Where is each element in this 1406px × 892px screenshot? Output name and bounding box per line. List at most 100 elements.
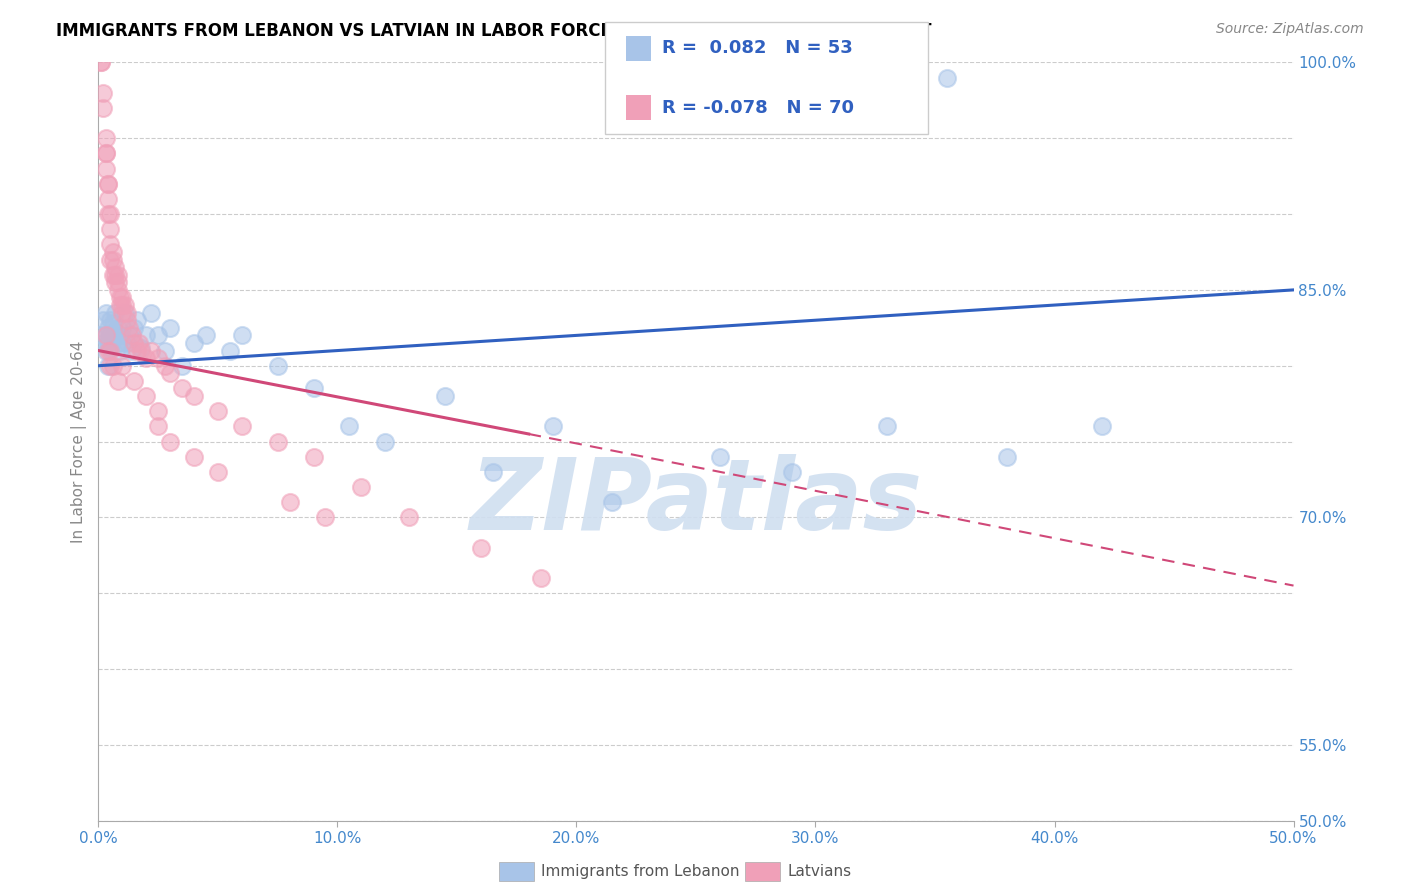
Point xyxy=(94,306,117,320)
Point xyxy=(108,291,131,305)
Point xyxy=(97,343,120,358)
Point xyxy=(183,336,205,351)
Text: Immigrants from Lebanon: Immigrants from Lebanon xyxy=(541,864,740,879)
Point xyxy=(278,495,301,509)
Point xyxy=(114,298,136,312)
Point xyxy=(98,328,122,343)
Text: R =  0.082   N = 53: R = 0.082 N = 53 xyxy=(662,39,853,57)
Text: Source: ZipAtlas.com: Source: ZipAtlas.com xyxy=(1216,22,1364,37)
Point xyxy=(115,306,138,320)
Point xyxy=(97,336,120,351)
Point xyxy=(91,313,114,327)
Point xyxy=(183,389,205,403)
Point xyxy=(104,306,127,320)
Point xyxy=(172,382,194,396)
Point xyxy=(118,328,141,343)
Point xyxy=(94,161,117,176)
Point xyxy=(114,306,136,320)
Point xyxy=(115,313,138,327)
Point xyxy=(135,351,157,365)
Point xyxy=(530,571,553,585)
Point xyxy=(94,131,117,145)
Point xyxy=(267,359,290,373)
Point xyxy=(98,313,122,327)
Point xyxy=(101,316,124,330)
Point xyxy=(121,343,143,358)
Point xyxy=(139,343,162,358)
Point xyxy=(111,291,134,305)
Point xyxy=(159,321,181,335)
Point xyxy=(124,336,146,351)
Point xyxy=(231,328,253,343)
Text: IMMIGRANTS FROM LEBANON VS LATVIAN IN LABOR FORCE | AGE 20-64 CORRELATION CHART: IMMIGRANTS FROM LEBANON VS LATVIAN IN LA… xyxy=(56,22,932,40)
Point xyxy=(97,207,120,221)
Point xyxy=(434,389,457,403)
Point xyxy=(101,244,124,259)
Text: R = -0.078   N = 70: R = -0.078 N = 70 xyxy=(662,99,855,117)
Point xyxy=(101,252,124,267)
Point xyxy=(94,328,117,343)
Point xyxy=(470,541,492,555)
Point xyxy=(94,343,117,358)
Point xyxy=(97,321,120,335)
Point xyxy=(104,326,127,340)
Point xyxy=(207,404,229,418)
Point xyxy=(104,260,127,274)
Point xyxy=(602,495,624,509)
Point xyxy=(107,374,129,388)
Point xyxy=(108,328,131,343)
Point xyxy=(139,306,162,320)
Point xyxy=(94,328,117,343)
Point xyxy=(135,328,157,343)
Point xyxy=(111,359,134,373)
Point xyxy=(97,359,120,373)
Point xyxy=(481,465,505,479)
Point xyxy=(101,268,124,282)
Point xyxy=(195,328,218,343)
Point xyxy=(108,298,131,312)
Point xyxy=(135,389,157,403)
Point xyxy=(97,177,120,191)
Point xyxy=(90,55,112,70)
Point xyxy=(159,366,181,380)
Point xyxy=(339,419,361,434)
Point xyxy=(107,275,129,289)
Point xyxy=(315,510,337,524)
Point xyxy=(1091,419,1114,434)
Point xyxy=(97,192,120,206)
Point xyxy=(172,359,194,373)
Point xyxy=(94,146,117,161)
Point xyxy=(302,382,325,396)
Point xyxy=(148,404,170,418)
Point xyxy=(98,252,122,267)
Point xyxy=(124,374,146,388)
Point xyxy=(98,341,122,355)
Point xyxy=(118,321,141,335)
Point xyxy=(101,331,124,345)
Point xyxy=(125,313,148,327)
Point xyxy=(231,419,253,434)
Point xyxy=(128,336,150,351)
Point xyxy=(541,419,564,434)
Point xyxy=(207,465,229,479)
Point xyxy=(148,351,170,365)
Point xyxy=(90,55,112,70)
Point xyxy=(374,434,396,449)
Point xyxy=(876,419,898,434)
Point xyxy=(125,343,148,358)
Point xyxy=(111,321,134,335)
Point xyxy=(98,207,122,221)
Text: Latvians: Latvians xyxy=(787,864,852,879)
Point xyxy=(91,336,114,351)
Point xyxy=(108,343,131,358)
Point xyxy=(124,321,146,335)
Point xyxy=(107,283,129,297)
Point xyxy=(995,450,1018,464)
Point xyxy=(97,177,120,191)
Point xyxy=(155,343,177,358)
Point xyxy=(94,146,117,161)
Text: ZIPatlas: ZIPatlas xyxy=(470,454,922,550)
Point xyxy=(219,343,242,358)
Point xyxy=(350,480,373,494)
Point xyxy=(107,336,129,351)
